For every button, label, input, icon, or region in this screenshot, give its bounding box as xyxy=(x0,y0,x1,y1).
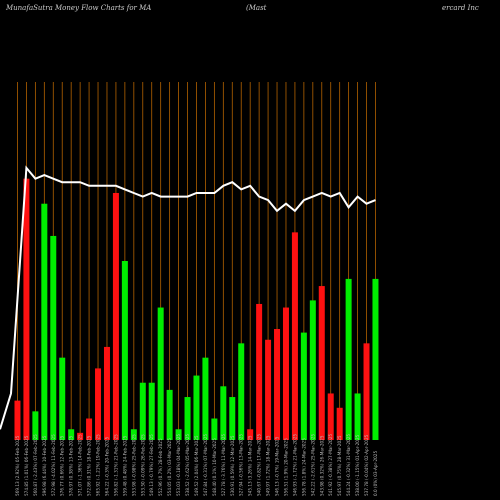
flow-bar xyxy=(41,203,48,440)
flow-bar xyxy=(86,418,93,440)
x-tick-label: 578.97 (0.38%) 13-Feb-2025 xyxy=(69,435,74,496)
flow-bar xyxy=(175,429,182,440)
x-tick-label: 527.94 (-0.56%) 13-Mar-2025 xyxy=(239,434,244,496)
x-tick-label: 538.00 (-1.15%) 01-Apr-2025 xyxy=(355,434,360,496)
x-tick-label: 545.13 (3.26%) 14-Mar-2025 xyxy=(248,435,253,496)
flow-bar xyxy=(220,386,227,440)
flow-bar xyxy=(184,397,191,440)
x-tick-label: 538.52 (-2.62%) 05-Mar-2025 xyxy=(185,434,190,496)
x-tick-label: 527.78 (-3.76%) 11-Mar-2025 xyxy=(221,434,226,496)
flow-bar xyxy=(130,429,137,440)
x-tick-label: 542.22 (-2.61%) 25-Mar-2025 xyxy=(310,434,315,496)
x-tick-label: 574.85 (1.01%) 06-Feb-2025 xyxy=(24,435,29,496)
x-tick-label: 547.84 (-0.31%) 07-Mar-2025 xyxy=(203,434,208,496)
flow-bar xyxy=(193,375,200,440)
flow-bar xyxy=(229,397,236,440)
x-tick-label: 549.52 (2.04%) 06-Mar-2025 xyxy=(194,435,199,496)
x-tick-label: 552.96 (0.7%) 28-Feb-2025 xyxy=(158,438,163,496)
x-tick-label: 540.67 (-0.82%) 17-Mar-2025 xyxy=(257,434,262,496)
flow-bar xyxy=(139,382,146,440)
flow-bar xyxy=(247,429,254,440)
flow-bar xyxy=(300,332,307,440)
flow-bar xyxy=(121,261,128,440)
flow-bar xyxy=(265,339,272,440)
x-tick-label: 556.82 (-1.31%) 21-Feb-2025 xyxy=(113,434,118,496)
flow-bar xyxy=(112,192,119,440)
x-tick-label: 565.92 (-1.21%) 19-Feb-2025 xyxy=(96,434,101,496)
x-tick-label: 554.05 (0.2%) 03-Mar-2025 xyxy=(167,438,172,496)
flow-bar xyxy=(345,278,352,440)
x-tick-label: 546.13 (-0.7%) 19-Mar-2025 xyxy=(275,436,280,496)
x-tick-label: 549.13 (-0.79%) 27-Feb-2025 xyxy=(149,434,154,496)
chart-subtitle-start: (Mast xyxy=(246,4,267,12)
flow-bar xyxy=(363,343,370,440)
flow-bar xyxy=(95,368,102,440)
x-tick-label: 572.86 (0.31%) 18-Feb-2025 xyxy=(87,435,92,496)
flow-bar xyxy=(256,303,263,440)
flow-bar xyxy=(157,307,164,440)
x-tick-label: 530.91 (0.59%) 12-Mar-2025 xyxy=(230,435,235,496)
flow-bar xyxy=(68,429,75,440)
flow-bar xyxy=(238,343,245,440)
flow-bar xyxy=(211,418,218,440)
flow-bar xyxy=(282,307,289,440)
x-tick-label: 556.78 (1.8%) 24-Mar-2025 xyxy=(301,438,306,496)
x-tick-label: 560.87 (-2.43%) 07-Feb-2025 xyxy=(33,434,38,496)
flow-bar xyxy=(336,407,343,440)
x-tick-label: 556.51 (1.9%) 20-Mar-2025 xyxy=(283,438,288,496)
flow-bar xyxy=(14,400,21,440)
flow-bar xyxy=(59,357,66,440)
x-tick-label: 576.77 (0.66%) 12-Feb-2025 xyxy=(60,435,65,496)
chart-title: MunafaSutra Money Flow Charts for MA xyxy=(6,4,152,12)
x-tick-label: 544.24 (-0.32%) 31-Mar-2025 xyxy=(346,434,351,496)
x-tick-label: 596.98 (6.44%) 10-Feb-2025 xyxy=(42,435,47,496)
x-tick-label: 553.50 (-0.09%) 26-Feb-2025 xyxy=(140,434,145,496)
x-tick-label: 0.0 (0%) 03-Apr-2025 xyxy=(373,451,378,496)
flow-bar xyxy=(354,393,361,440)
x-tick-label: 549.97 (1.72%) 18-Mar-2025 xyxy=(266,435,271,496)
x-tick-label: 571.07 (-1.36%) 14-Feb-2025 xyxy=(78,434,83,496)
flow-bar xyxy=(50,235,57,440)
x-tick-label: 553.03 (-0.18%) 04-Mar-2025 xyxy=(176,434,181,496)
x-tick-label: 572.98 (-4.02%) 11-Feb-2025 xyxy=(51,434,56,496)
flow-bar xyxy=(372,278,379,440)
flow-bar xyxy=(309,300,316,440)
trend-line xyxy=(0,165,376,430)
chart-subtitle-end: ercard Inc xyxy=(442,4,479,12)
flow-bar xyxy=(327,393,334,440)
x-tick-label: 548.40 (0.1%) 10-Mar-2025 xyxy=(212,438,217,496)
flow-bar xyxy=(23,178,30,440)
x-tick-label: 541.92 (-0.38%) 27-Mar-2025 xyxy=(328,434,333,496)
flow-bar xyxy=(32,411,39,440)
flow-bar xyxy=(148,382,155,440)
x-tick-label: 564.22 (-0.3%) 20-Feb-2025 xyxy=(104,437,109,496)
flow-bar xyxy=(318,286,325,440)
flow-bar xyxy=(274,329,281,440)
x-tick-label: 569.13 (2.92%) 05-Feb-2025 xyxy=(15,435,20,496)
flow-bar xyxy=(103,346,110,440)
flow-bar xyxy=(202,357,209,440)
x-tick-label: 545.97 (0.75%) 28-Mar-2025 xyxy=(337,435,342,496)
flow-bar xyxy=(77,432,84,440)
flow-bar xyxy=(166,389,173,440)
x-tick-label: 546.93 (-1.72%) 21-Mar-2025 xyxy=(292,434,297,496)
x-tick-label: 553.98 (-0.98%) 25-Feb-2025 xyxy=(131,434,136,496)
flow-bar xyxy=(291,232,298,440)
x-tick-label: 543.98 (0.32%) 26-Mar-2025 xyxy=(319,435,324,496)
x-tick-label: 559.48 (0.48%) 24-Feb-2025 xyxy=(122,435,127,496)
x-tick-label: 537.78 (-0.04%) 02-Apr-2025 xyxy=(364,434,369,496)
